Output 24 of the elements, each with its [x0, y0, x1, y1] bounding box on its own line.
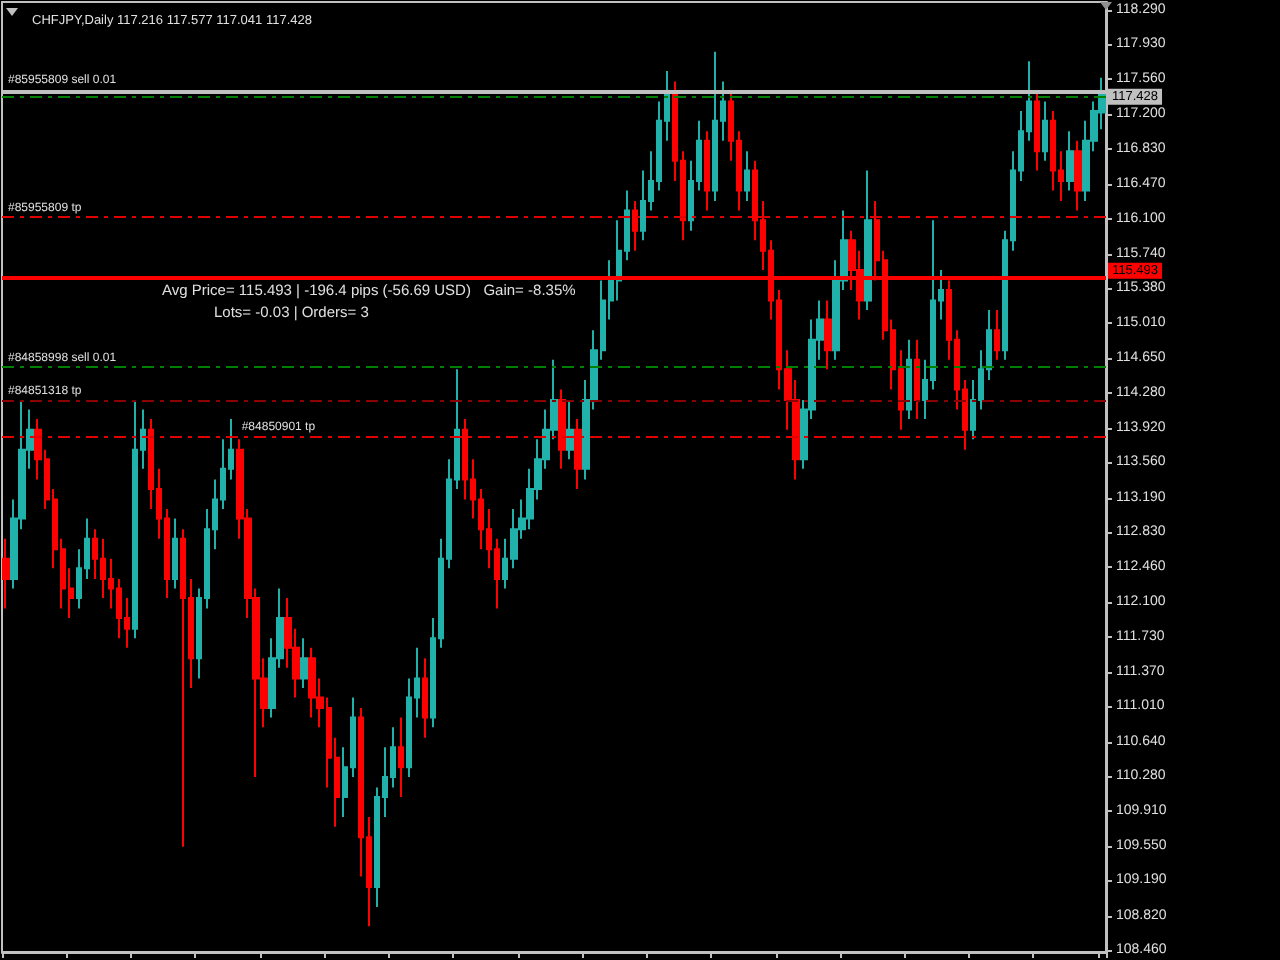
candlestick — [300, 637, 308, 689]
candlestick — [1042, 100, 1048, 162]
candlestick — [1074, 139, 1082, 212]
candlestick — [558, 388, 566, 470]
candlestick — [422, 657, 428, 739]
candlestick — [914, 338, 920, 421]
candlestick — [1034, 89, 1040, 172]
candlestick — [744, 150, 750, 202]
candlestick — [864, 169, 872, 312]
candlestick — [632, 199, 638, 252]
candlestick — [566, 398, 574, 461]
candlestick — [2, 537, 10, 610]
candlestick — [574, 418, 582, 490]
candlestick — [712, 50, 718, 202]
candlestick — [1066, 130, 1074, 192]
candlestick — [704, 130, 710, 212]
candlestick — [824, 299, 832, 371]
candlestick — [132, 398, 138, 640]
candlestick — [308, 646, 316, 719]
candlestick — [180, 528, 186, 848]
candlestick — [906, 338, 912, 421]
candlestick — [994, 309, 1000, 361]
candlestick — [172, 517, 178, 590]
candlestick — [398, 716, 404, 799]
